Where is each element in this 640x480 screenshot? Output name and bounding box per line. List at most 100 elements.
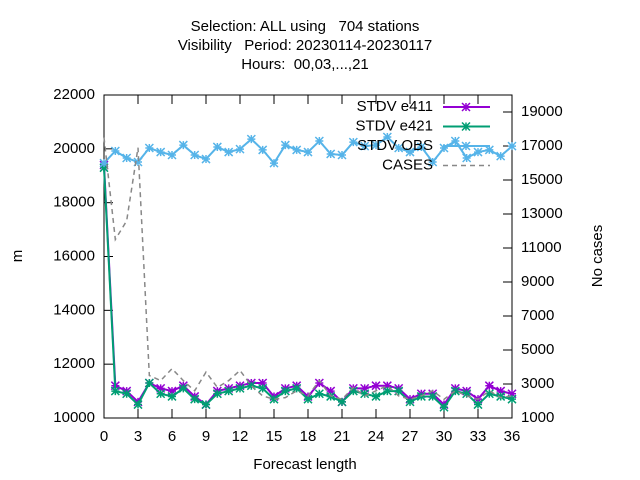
point-marker [144,143,154,153]
point-marker [405,147,415,157]
point-marker [337,397,347,407]
chart-title: Selection: ALL using 704 stations [191,18,420,35]
point-marker [371,140,381,150]
y2-tick-label: 7000 [521,307,554,324]
y-tick-label: 12000 [53,355,95,372]
point-marker [326,386,336,396]
point-marker [484,381,494,391]
point-marker [246,381,256,391]
point-marker [394,143,404,153]
legend-label: STDV OBS [357,137,433,154]
point-marker [201,400,211,410]
legend-marker [461,121,471,132]
point-marker [133,400,143,410]
point-marker [258,378,268,388]
point-marker [326,149,336,159]
point-marker [462,389,472,399]
point-marker [507,389,517,399]
point-marker [122,153,132,163]
point-marker [280,140,290,150]
legend-label: STDV e411 [357,98,433,115]
point-marker [382,132,392,142]
y2-tick-label: 15000 [521,171,563,188]
y-tick-label: 22000 [53,86,95,103]
point-marker [382,381,392,391]
point-marker [382,386,392,396]
y-tick-label: 18000 [53,194,95,211]
point-marker [201,154,211,164]
point-marker [235,383,245,393]
y-axis-label: m [9,250,26,263]
point-marker [371,381,381,391]
point-marker [156,389,166,399]
point-marker [99,163,109,173]
x-tick-label: 27 [402,428,419,445]
point-marker [496,151,506,161]
y2-tick-label: 3000 [521,375,554,392]
chart-title: Visibility Period: 20230114-20230117 [178,37,432,54]
point-marker [99,158,109,168]
point-marker [303,394,313,404]
y-tick-label: 10000 [53,409,95,426]
x-tick-label: 18 [300,428,317,445]
point-marker [133,157,143,167]
point-marker [156,383,166,393]
point-marker [484,145,494,155]
point-marker [428,391,438,401]
point-marker [167,391,177,401]
point-marker [224,147,234,157]
point-marker [473,400,483,410]
point-marker [394,386,404,396]
point-marker [462,153,472,163]
point-marker [371,391,381,401]
point-marker [167,150,177,160]
point-marker [110,146,120,156]
chart-title: Hours: 00,03,...,21 [241,56,369,73]
x-axis-label: Forecast length [253,456,356,473]
point-marker [269,394,279,404]
y-tick-label: 14000 [53,301,95,318]
y2-tick-label: 19000 [521,103,563,120]
x-tick-label: 30 [436,428,453,445]
point-marker [348,137,358,147]
point-marker [190,394,200,404]
point-marker [292,383,302,393]
point-marker [360,389,370,399]
point-marker [122,389,132,399]
point-marker [292,145,302,155]
point-marker [269,158,279,168]
point-marker [280,386,290,396]
point-marker [337,150,347,160]
series-line [103,167,513,409]
point-marker [360,383,370,393]
x-tick-label: 3 [134,428,142,445]
series-line [103,164,513,407]
legend-label: CASES [382,156,433,173]
point-marker [258,383,268,393]
point-marker [144,378,154,388]
x-tick-label: 0 [100,428,108,445]
point-marker [190,150,200,160]
point-marker [360,141,370,151]
point-marker [405,397,415,407]
x-tick-label: 36 [504,428,521,445]
point-marker [224,386,234,396]
point-marker [314,389,324,399]
y2-tick-label: 11000 [521,239,562,256]
point-marker [450,136,460,146]
point-marker [314,378,324,388]
legend-marker [461,102,471,112]
point-marker [303,147,313,157]
y2-tick-label: 13000 [521,205,563,222]
point-marker [156,147,166,157]
y2-tick-label: 9000 [521,273,554,290]
y2-axis-label: No cases [589,225,606,288]
point-marker [110,386,120,396]
point-marker [167,386,177,396]
point-marker [178,140,188,150]
point-marker [416,142,426,152]
point-marker [496,386,506,396]
x-tick-label: 9 [202,428,210,445]
point-marker [496,391,506,401]
